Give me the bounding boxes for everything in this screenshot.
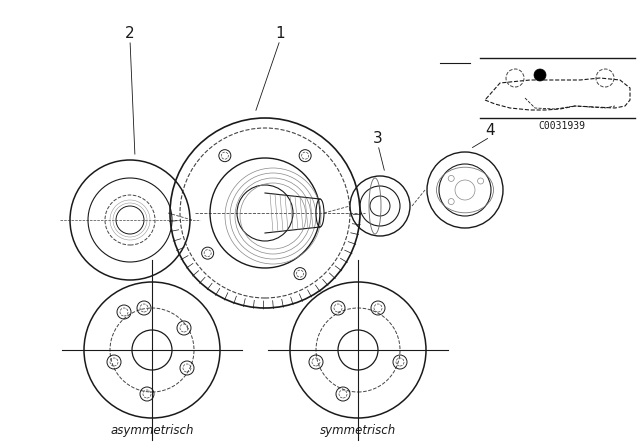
Text: C0031939: C0031939 <box>538 121 586 131</box>
Circle shape <box>534 69 546 81</box>
Text: 4: 4 <box>485 122 495 138</box>
Text: 1: 1 <box>275 26 285 40</box>
Text: symmetrisch: symmetrisch <box>320 423 396 436</box>
Text: 3: 3 <box>373 130 383 146</box>
Text: 2: 2 <box>125 26 135 40</box>
Text: asymmetrisch: asymmetrisch <box>110 423 194 436</box>
